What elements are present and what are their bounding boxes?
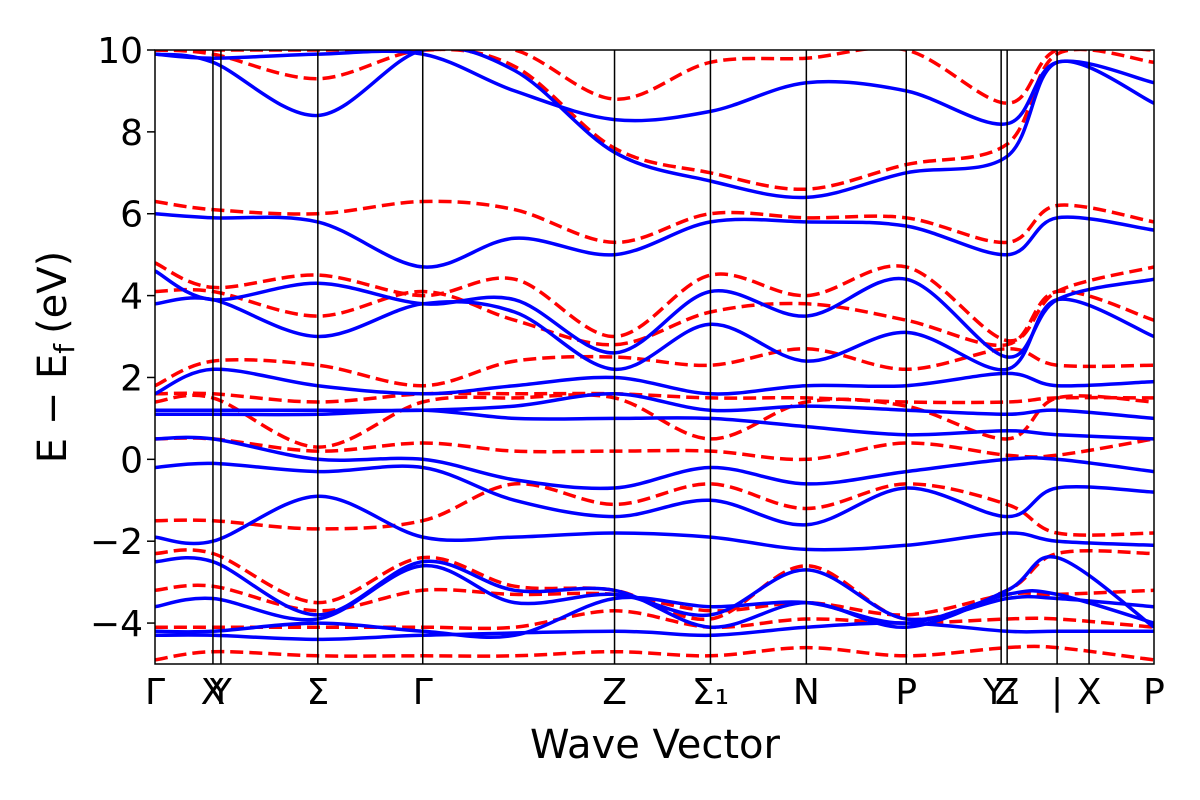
y-axis-label: E − Ef (eV) bbox=[30, 251, 81, 464]
kpoint-label: X bbox=[201, 672, 226, 713]
x-axis-label: Wave Vector bbox=[530, 722, 781, 768]
y-tick-label: 6 bbox=[120, 195, 143, 236]
kpoint-label: N bbox=[793, 672, 820, 713]
kpoint-label: Σ₁ bbox=[692, 672, 729, 713]
plot-frame bbox=[154, 49, 1155, 665]
y-tick-label: 8 bbox=[120, 113, 143, 154]
band-line-solid bbox=[155, 211, 1154, 269]
band-lines bbox=[155, 50, 1154, 662]
band-line-dashed bbox=[155, 392, 1154, 449]
band-line-dashed bbox=[155, 199, 1154, 245]
band-line-solid bbox=[155, 461, 1154, 527]
y-tick-label: 4 bbox=[120, 277, 143, 318]
kpoint-label: P bbox=[895, 672, 917, 713]
band-line-dashed bbox=[155, 50, 1154, 105]
y-axis-label-subscript: f bbox=[48, 343, 81, 354]
y-tick-label: 0 bbox=[120, 440, 143, 481]
y-tick-label: 2 bbox=[120, 358, 143, 399]
y-tick-label: 10 bbox=[97, 31, 143, 72]
band-line-solid bbox=[155, 494, 1154, 552]
y-tick-label: −4 bbox=[90, 604, 143, 645]
kpoint-label: Γ bbox=[145, 672, 165, 713]
kpoint-label: Y bbox=[209, 672, 233, 713]
y-axis-label-unit: (eV) bbox=[30, 251, 76, 334]
kpoint-label: | bbox=[1051, 672, 1063, 713]
band-line-dashed bbox=[155, 347, 1154, 388]
y-axis-ticks: −4 −2 0 2 4 6 8 10 bbox=[90, 31, 155, 645]
kpoint-label: X bbox=[1077, 672, 1102, 713]
kpoint-label: Σ bbox=[306, 672, 329, 713]
y-axis-label-main: E − E bbox=[30, 354, 76, 464]
x-axis-kpoint-labels: Γ XY Σ Γ Z Σ₁ N P Y₁Z | X P bbox=[145, 672, 1165, 713]
y-tick-label: −2 bbox=[90, 522, 143, 563]
band-line-dashed bbox=[155, 261, 1154, 343]
kpoint-label: Γ bbox=[413, 672, 433, 713]
kpoint-label: Y₁ bbox=[982, 672, 1019, 713]
band-line-dashed bbox=[155, 287, 1154, 348]
kpoint-label: Z bbox=[602, 672, 627, 713]
kpoint-label: P bbox=[1143, 672, 1165, 713]
band-line-solid bbox=[155, 621, 1154, 642]
band-line-dashed bbox=[155, 644, 1154, 662]
kpoint-divider-lines bbox=[212, 50, 1090, 664]
kpoint-label: Z bbox=[995, 672, 1020, 713]
band-line-solid bbox=[155, 367, 1154, 396]
band-line-dashed bbox=[155, 50, 1154, 191]
